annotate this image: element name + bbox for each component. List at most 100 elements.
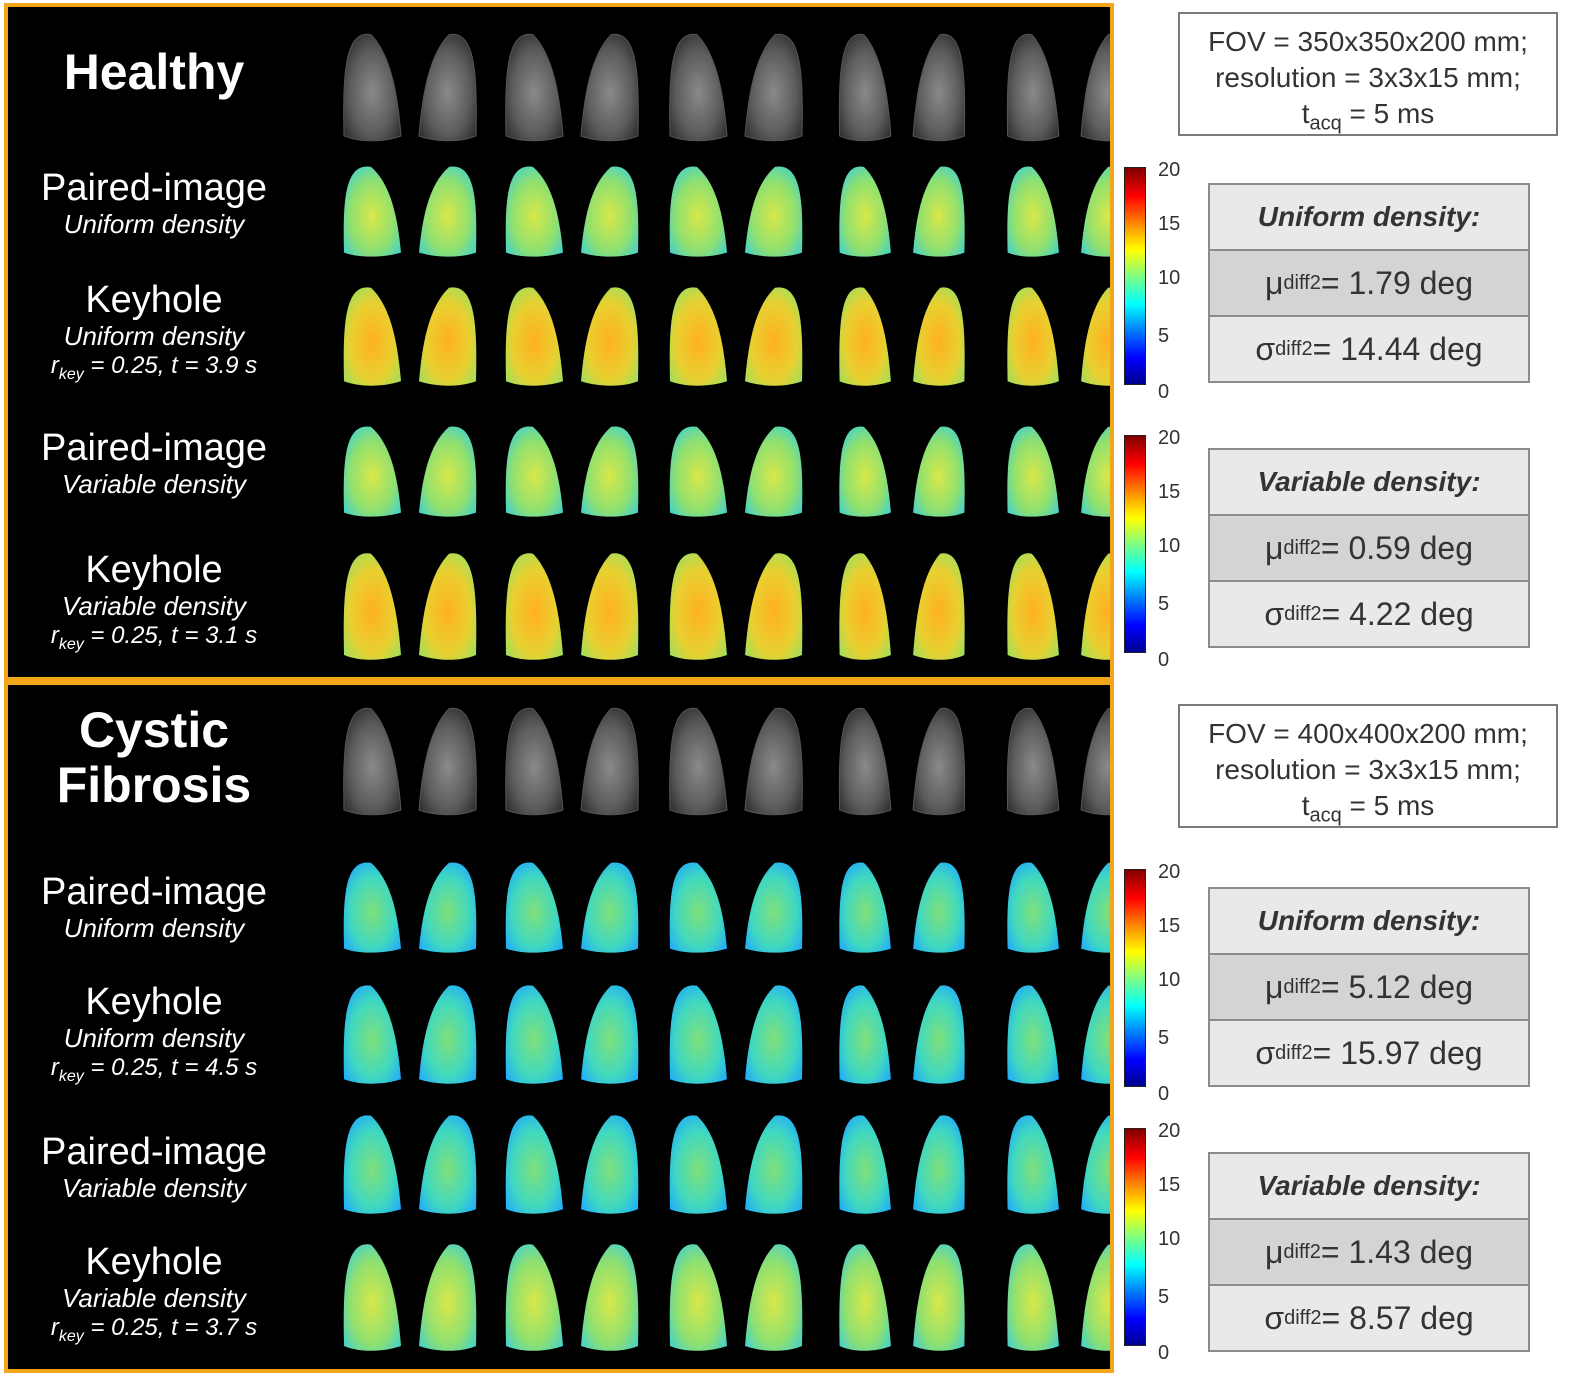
healthy-keyhole-variable-lung-2-right [581, 553, 639, 660]
cf-paired-variable-lung-3-left [669, 1115, 727, 1214]
cf-keyhole-uniform-lung-5-right [1081, 985, 1110, 1084]
cf-keyhole-variable-lung-1-right [419, 1244, 477, 1351]
healthy-paired-uniform-lung-4-left [839, 166, 891, 257]
cf-keyhole-uniform-lung-2-left [505, 985, 563, 1084]
cf-keyhole-variable-lung-1-left [343, 1244, 401, 1351]
healthy-paired-variable-lung-2-right [581, 426, 639, 517]
fov-text: FOV = 400x400x200 mm; [1208, 718, 1528, 749]
healthy-keyhole-variable-lung-4-right [913, 553, 965, 660]
colorbar-tick: 0 [1158, 381, 1170, 403]
cf-keyhole-variable-lung-2-left [505, 1244, 563, 1351]
colorbar-tick: 15 [1158, 481, 1181, 503]
resolution-text: resolution = 3x3x15 mm; [1215, 754, 1521, 785]
stats-mu: μ diff 2 = 5.12 deg [1210, 955, 1528, 1019]
healthy-paired-uniform-lung-1-right [419, 166, 477, 257]
row-param-label: rkey = 0.25, t = 3.7 s [50, 1314, 258, 1345]
cf-keyhole-uniform-lung-3-left [669, 985, 727, 1084]
cf-ventilation-lung-5-left [1006, 707, 1060, 816]
healthy-ventilation-lung-1-right [418, 33, 477, 142]
cf-lung-maps [343, 707, 1110, 1351]
row-main-label: Paired-image [41, 1131, 267, 1173]
cf-paired-variable-lung-2-left [505, 1115, 563, 1214]
colorbar-tick: 5 [1158, 1286, 1170, 1308]
row-param-label: rkey = 0.25, t = 4.5 s [50, 1054, 258, 1085]
cf-image-grid [300, 685, 1110, 1369]
cf-keyhole-variable-lung-4-right [913, 1244, 965, 1351]
healthy-keyhole-variable-lung-1-right [419, 553, 477, 660]
healthy-row-paired-variable-label: Paired-image Variable density [8, 427, 300, 499]
healthy-paired-variable-lung-5-left [1007, 426, 1059, 517]
healthy-ventilation-lung-4-right [912, 33, 966, 142]
cf-paired-uniform-lung-1-left [343, 862, 401, 953]
healthy-paired-uniform-lung-2-left [505, 166, 563, 257]
healthy-ventilation-lung-3-right [744, 33, 803, 142]
cf-paired-variable-lung-1-left [343, 1115, 401, 1214]
cf-panel: Cystic Fibrosis Paired-image Uniform den… [4, 681, 1114, 1373]
stats-header: Uniform density: [1210, 185, 1528, 249]
cf-paired-variable-lung-4-left [839, 1115, 891, 1214]
cf-ventilation-lung-4-right [912, 707, 966, 816]
cf-keyhole-uniform-lung-4-left [839, 985, 891, 1084]
healthy-keyhole-variable-lung-3-left [669, 553, 727, 660]
tacq-text: tacq = 5 ms [1301, 98, 1435, 135]
stats-sigma: σ diff 2 = 14.44 deg [1210, 317, 1528, 381]
cf-ventilation-lung-1-right [418, 707, 477, 816]
stats-header: Variable density: [1210, 1154, 1528, 1218]
row-sub-label: Uniform density [63, 913, 245, 943]
cf-keyhole-uniform-lung-1-right [419, 985, 477, 1084]
row-sub-label: Variable density [61, 591, 247, 621]
healthy-paired-variable-lung-4-left [839, 426, 891, 517]
row-param-label: rkey = 0.25, t = 3.1 s [50, 622, 258, 653]
row-main-label: Keyhole [85, 549, 223, 591]
cf-title-line2: Fibrosis [56, 757, 252, 813]
healthy-paired-variable-lung-3-left [669, 426, 727, 517]
healthy-row-keyhole-variable-label: Keyhole Variable density rkey = 0.25, t … [8, 549, 300, 660]
row-main-label: Paired-image [41, 427, 267, 469]
healthy-uniform-stats: Uniform density: μ diff 2 = 1.79 deg σ diff… [1208, 183, 1530, 383]
cf-acquisition-info: FOV = 400x400x200 mm; resolution = 3x3x1… [1178, 704, 1558, 828]
cf-row-paired-uniform-label: Paired-image Uniform density [8, 871, 300, 943]
stats-sigma: σ diff 2 = 4.22 deg [1210, 582, 1528, 646]
cf-ventilation-lung-2-left [505, 707, 564, 816]
colorbar-tick: 0 [1158, 649, 1170, 671]
cf-paired-variable-lung-5-left [1007, 1115, 1059, 1214]
colorbar-healthy-variable: 20 15 10 5 0 [1124, 427, 1194, 670]
row-sub-label: Variable density [61, 469, 247, 499]
healthy-keyhole-variable-lung-5-left [1007, 553, 1059, 660]
row-sub-label: Variable density [61, 1173, 247, 1203]
healthy-paired-uniform-lung-4-right [913, 166, 965, 257]
cf-paired-variable-lung-3-right [745, 1115, 803, 1214]
colorbar-tick: 20 [1158, 427, 1181, 449]
healthy-paired-uniform-lung-1-left [343, 166, 401, 257]
healthy-paired-uniform-lung-3-left [669, 166, 727, 257]
healthy-keyhole-variable-lung-1-left [343, 553, 401, 660]
colorbar-tick: 10 [1158, 969, 1181, 991]
healthy-keyhole-uniform-lung-3-right [745, 287, 803, 386]
healthy-acquisition-info: FOV = 350x350x200 mm; resolution = 3x3x1… [1178, 12, 1558, 136]
healthy-ventilation-lung-2-left [505, 33, 564, 142]
colorbar-tick: 15 [1158, 213, 1181, 235]
cf-keyhole-variable-lung-3-right [745, 1244, 803, 1351]
colorbar-tick: 5 [1158, 1027, 1170, 1049]
healthy-keyhole-variable-lung-3-right [745, 553, 803, 660]
colorbar-tick: 5 [1158, 593, 1170, 615]
healthy-keyhole-uniform-lung-4-right [913, 287, 965, 386]
healthy-keyhole-uniform-lung-5-left [1007, 287, 1059, 386]
healthy-keyhole-uniform-lung-4-left [839, 287, 891, 386]
cf-paired-variable-lung-2-right [581, 1115, 639, 1214]
healthy-ventilation-lung-3-left [669, 33, 728, 142]
healthy-panel: Healthy Paired-image Uniform density Key… [4, 3, 1114, 681]
cf-keyhole-variable-lung-4-left [839, 1244, 891, 1351]
row-main-label: Keyhole [85, 981, 223, 1023]
stats-sigma: σ diff 2 = 8.57 deg [1210, 1286, 1528, 1350]
colorbar-gradient [1124, 1128, 1146, 1346]
cf-title: Cystic Fibrosis [8, 703, 300, 813]
healthy-paired-uniform-lung-3-right [745, 166, 803, 257]
cf-paired-uniform-lung-1-right [419, 862, 477, 953]
colorbar-cf-uniform: 20 15 10 5 0 [1124, 862, 1194, 1104]
row-main-label: Paired-image [41, 871, 267, 913]
colorbar-tick: 0 [1158, 1083, 1170, 1105]
healthy-keyhole-uniform-lung-2-right [581, 287, 639, 386]
colorbar-tick: 10 [1158, 535, 1181, 557]
healthy-paired-variable-lung-5-right [1081, 426, 1110, 517]
